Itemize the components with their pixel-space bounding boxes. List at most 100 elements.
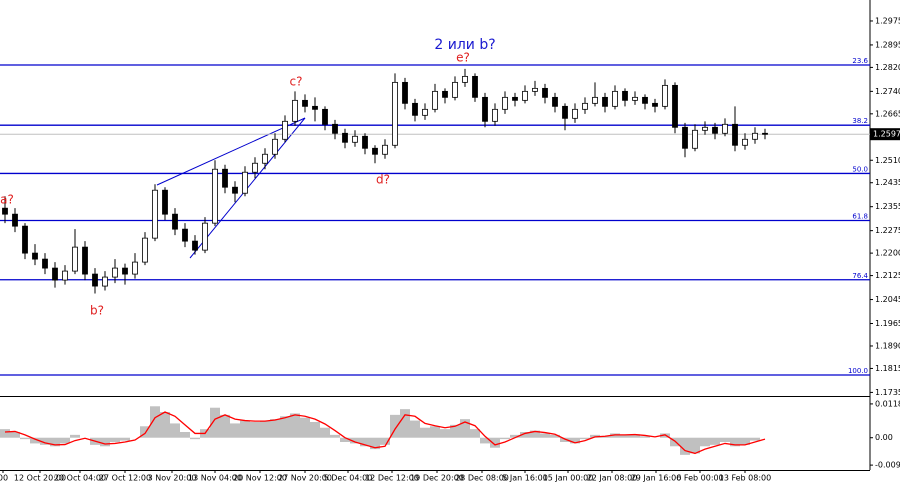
histogram-bar: [320, 427, 330, 438]
histogram-bar: [700, 437, 710, 447]
candle-body: [512, 96, 518, 101]
histogram-bar: [710, 437, 720, 445]
y-tick-label: 1.1735: [875, 388, 900, 397]
histogram-bar: [620, 434, 630, 438]
histogram-bar: [310, 422, 320, 438]
y-tick-label: 1.2200: [875, 249, 900, 258]
fibo-label: 76.4: [852, 272, 868, 280]
histogram-bar: [530, 430, 540, 438]
histogram-bar: [510, 434, 520, 438]
candle-body: [32, 252, 38, 260]
x-tick-label: 6 Feb 00:00: [676, 474, 723, 483]
candle-body: [122, 267, 128, 275]
current-price-label: 1.2597: [873, 130, 900, 139]
candle-body: [102, 276, 108, 287]
current-price-box: [870, 128, 900, 141]
y-tick-label: 1.2665: [875, 109, 900, 118]
histogram-bar: [220, 414, 230, 438]
candle-body: [642, 96, 648, 104]
y-tick-label: 1.2820: [875, 63, 900, 72]
histogram-bar: [690, 437, 700, 454]
y-tick-label: 1.1965: [875, 319, 900, 328]
histogram-bar: [120, 437, 130, 441]
candle-body: [652, 102, 658, 107]
candle-body: [142, 237, 148, 263]
y-tick-label: 1.1890: [875, 341, 900, 350]
candle-body: [472, 75, 478, 98]
x-tick-label: 13 Nov 04:00: [188, 474, 242, 483]
candle-body: [762, 132, 768, 135]
histogram-bar: [550, 434, 560, 438]
candle-body: [92, 273, 98, 287]
histogram-bar: [40, 437, 50, 445]
histogram-bar: [570, 437, 580, 444]
histogram-bar: [270, 419, 280, 438]
candle-body: [502, 96, 508, 110]
candle-body: [222, 168, 228, 188]
candle-body: [562, 105, 568, 119]
histogram-bar: [370, 437, 380, 450]
histogram-bar: [680, 437, 690, 455]
histogram-bar: [70, 434, 80, 438]
y-tick-label: 1.2275: [875, 226, 900, 235]
histogram-bar: [740, 437, 750, 445]
histogram-bar: [160, 412, 170, 438]
candle-body: [112, 267, 118, 278]
y-tick-label: 0.01183: [875, 399, 900, 408]
wave-label: e?: [456, 51, 470, 65]
candle-body: [292, 99, 298, 122]
histogram-bar: [180, 432, 190, 438]
candle-body: [192, 240, 198, 251]
candle-body: [682, 126, 688, 149]
y-tick-label: 0.00: [875, 433, 893, 442]
candle-body: [662, 84, 668, 107]
candle-body: [172, 213, 178, 230]
x-tick-label: 19 Dec 20:00: [410, 474, 464, 483]
histogram-bar: [730, 437, 740, 447]
candle-body: [692, 129, 698, 149]
candle-body: [162, 189, 168, 215]
candle-body: [422, 108, 428, 116]
histogram-bar: [440, 429, 450, 438]
candle-body: [612, 90, 618, 107]
candle-body: [752, 132, 758, 140]
histogram-bar: [350, 437, 360, 444]
candle-body: [72, 246, 78, 272]
wave-label: d?: [376, 173, 390, 187]
histogram-bar: [0, 429, 10, 438]
histogram-bar: [140, 426, 150, 438]
x-tick-label: 3 Nov 20:00: [148, 474, 197, 483]
candle-body: [632, 96, 638, 101]
histogram-bar: [20, 437, 30, 440]
candle-body: [152, 189, 158, 239]
histogram-bar: [400, 409, 410, 438]
histogram-bar: [540, 433, 550, 438]
candle-body: [672, 84, 678, 128]
histogram-bar: [450, 424, 460, 438]
y-tick-label: 1.2435: [875, 178, 900, 187]
candle-body: [52, 267, 58, 281]
candle-body: [272, 138, 278, 155]
y-tick-label: 1.2045: [875, 295, 900, 304]
candle-body: [252, 162, 258, 173]
histogram-bar: [150, 406, 160, 438]
candle-body: [342, 132, 348, 143]
histogram-bar: [60, 437, 70, 444]
candle-body: [182, 228, 188, 242]
candle-body: [42, 258, 48, 269]
chart-title: 2 или b?: [434, 37, 495, 53]
x-tick-label: 20 Nov 12:00: [233, 474, 287, 483]
histogram-bar: [30, 437, 40, 444]
histogram-bar: [300, 417, 310, 438]
candle-body: [242, 171, 248, 194]
candle-body: [432, 90, 438, 110]
candle-body: [362, 135, 368, 149]
x-tick-label: 22 Jan 08:00: [587, 474, 638, 483]
candle-body: [622, 90, 628, 101]
histogram-bar: [470, 429, 480, 438]
candle-body: [262, 153, 268, 164]
candle-body: [312, 105, 318, 110]
fibo-label: 50.0: [852, 165, 868, 173]
histogram-bar: [580, 437, 590, 440]
candle-body: [532, 87, 538, 92]
